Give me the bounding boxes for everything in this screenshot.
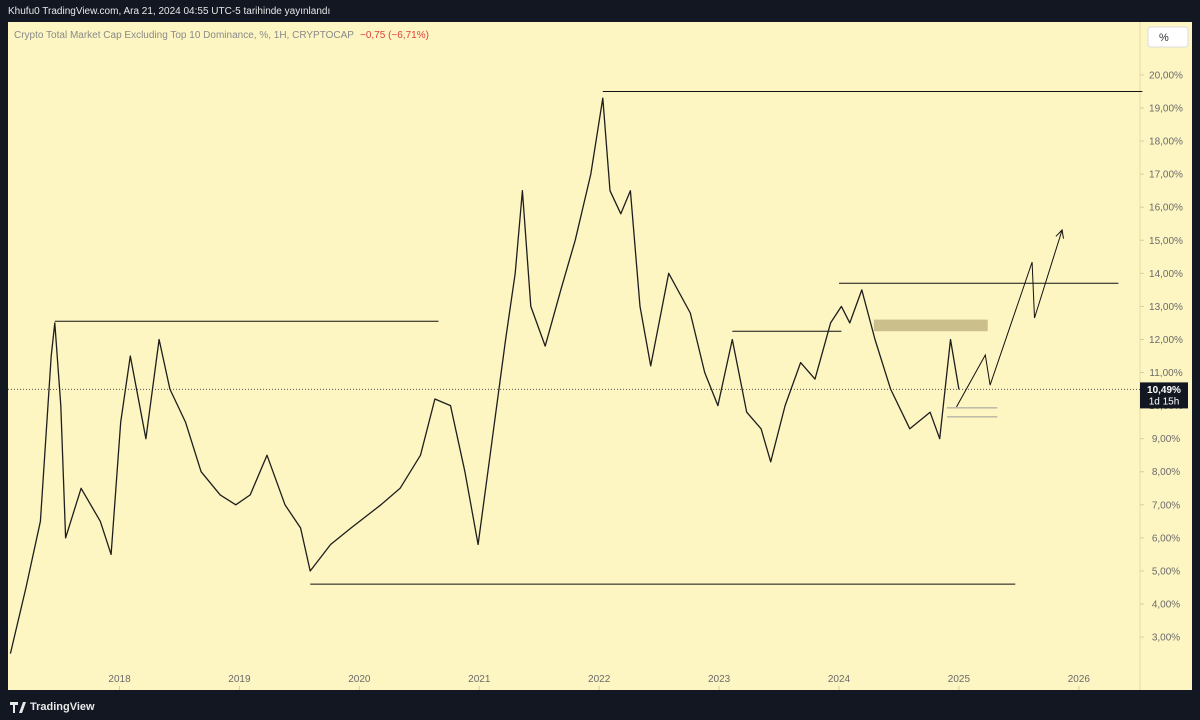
x-tick-label: 2026 (1068, 674, 1091, 685)
zone (873, 319, 988, 332)
chart-title: Crypto Total Market Cap Excluding Top 10… (14, 30, 354, 41)
countdown-label: 1d 15h (1149, 396, 1180, 407)
y-tick-label: 12,00% (1149, 335, 1183, 346)
y-tick-label: 6,00% (1152, 533, 1180, 544)
y-tick-label: 3,00% (1152, 633, 1180, 644)
projection-path (956, 230, 1063, 408)
x-tick-label: 2023 (708, 674, 731, 685)
y-tick-label: 5,00% (1152, 566, 1180, 577)
plot-background (8, 22, 1192, 690)
last-price-box (1140, 382, 1188, 409)
y-tick-label: 20,00% (1149, 70, 1183, 81)
y-tick-label: 19,00% (1149, 103, 1183, 114)
last-price-label: 10,49% (1147, 385, 1181, 396)
brand-logo (10, 702, 26, 713)
y-tick-label: 4,00% (1152, 600, 1180, 611)
y-tick-label: 8,00% (1152, 467, 1180, 478)
price-line (9, 97, 960, 654)
y-tick-label: 17,00% (1149, 170, 1183, 181)
price-change: −0,75 (−6,71%) (360, 30, 429, 41)
y-tick-label: 16,00% (1149, 203, 1183, 214)
y-tick-label: 13,00% (1149, 302, 1183, 313)
y-tick-label: 7,00% (1152, 500, 1180, 511)
y-tick-label: 15,00% (1149, 236, 1183, 247)
brand-name: TradingView (30, 701, 95, 713)
scale-button-label[interactable]: % (1159, 32, 1169, 44)
x-tick-label: 2019 (228, 674, 251, 685)
x-tick-label: 2022 (588, 674, 611, 685)
x-tick-label: 2018 (108, 674, 131, 685)
x-tick-label: 2020 (348, 674, 371, 685)
brand: TradingView (10, 701, 95, 713)
x-tick-label: 2024 (828, 674, 851, 685)
x-tick-label: 2025 (948, 674, 971, 685)
y-tick-label: 9,00% (1152, 434, 1180, 445)
y-tick-label: 14,00% (1149, 269, 1183, 280)
y-tick-label: 11,00% (1149, 368, 1182, 379)
scale-button[interactable] (1147, 26, 1189, 48)
publisher: Khufu0 TradingView.com, Ara 21, 2024 04:… (8, 6, 330, 17)
x-tick-label: 2021 (468, 674, 491, 685)
bottom-bar (0, 690, 1200, 720)
top-bar (0, 0, 1200, 22)
y-tick-label: 18,00% (1149, 137, 1183, 148)
